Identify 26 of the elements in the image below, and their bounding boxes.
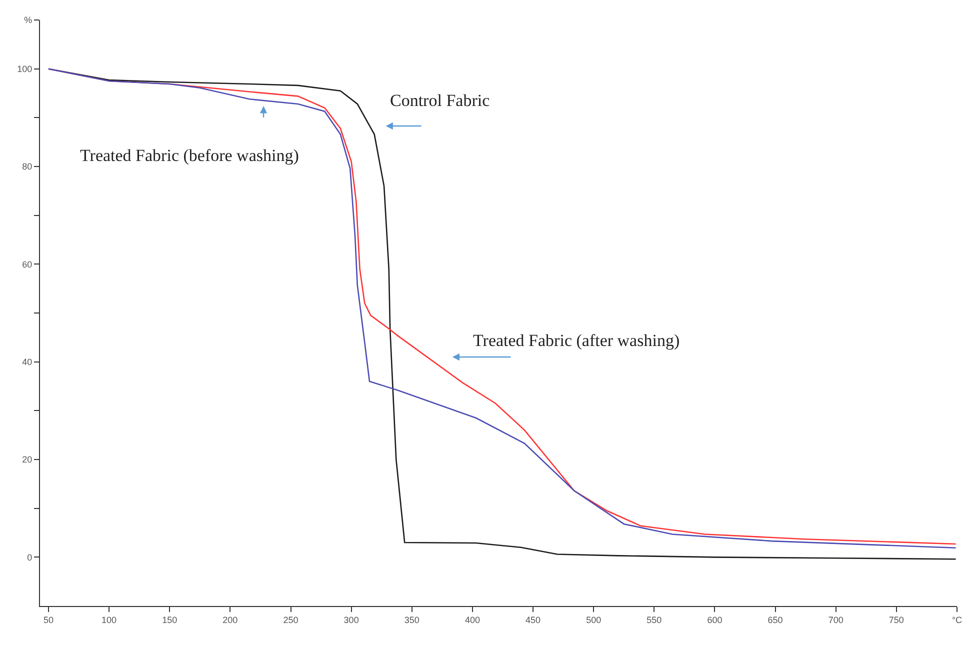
x-tick-label: 750: [888, 614, 904, 625]
x-tick-label: 200: [222, 614, 238, 625]
x-tick-label: 650: [768, 614, 783, 625]
y-tick-label: %: [24, 15, 32, 26]
y-tick-label: 20: [22, 454, 32, 465]
x-tick-label: 300: [344, 614, 359, 625]
x-tick-label: 400: [464, 614, 480, 625]
x-tick-label: 150: [162, 614, 178, 625]
x-tick-label: 350: [404, 614, 420, 625]
x-tick-label: 550: [646, 614, 662, 625]
y-tick-label: 0: [27, 552, 32, 562]
x-tick-label: 100: [102, 614, 117, 625]
annotation: Control Fabric: [390, 91, 490, 110]
annotation: Treated Fabric (before washing): [80, 146, 299, 165]
annotation: Treated Fabric (after washing): [473, 331, 680, 350]
y-tick-label: 100: [17, 64, 32, 74]
x-tick-label: 600: [707, 614, 722, 625]
y-tick-label: 80: [22, 162, 32, 172]
x-tick-label: 450: [526, 614, 541, 625]
x-tick-label: °C: [952, 614, 963, 625]
y-tick-label: 40: [22, 356, 32, 367]
x-tick-label: 700: [828, 614, 844, 625]
x-tick-label: 500: [586, 614, 602, 625]
x-tick-label: 250: [283, 614, 298, 625]
x-tick-label: 50: [43, 614, 54, 625]
y-tick-label: 60: [22, 259, 32, 270]
